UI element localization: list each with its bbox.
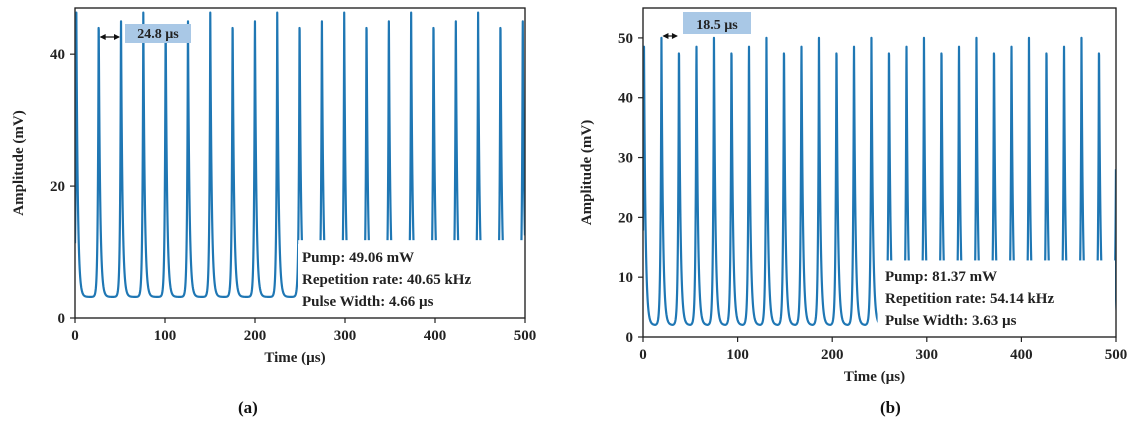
period-label: 18.5 µs — [696, 18, 738, 33]
period-arrowhead-right — [671, 33, 678, 39]
info-box — [298, 244, 524, 312]
info-box-line: Repetition rate: 54.14 kHz — [885, 291, 1054, 307]
x-tick-label: 400 — [424, 328, 447, 344]
x-tick-label: 200 — [244, 328, 267, 344]
y-tick-label: 50 — [618, 31, 633, 47]
panel-label-b: (b) — [880, 398, 901, 417]
y-tick-label: 0 — [58, 311, 66, 327]
y-tick-label: 40 — [50, 47, 65, 63]
period-label-bg — [125, 24, 191, 43]
period-arrowhead-left — [99, 34, 106, 40]
period-arrowhead-right — [113, 34, 120, 40]
x-axis-label: Time (µs) — [844, 369, 905, 385]
info-box-line: Pulse Width: 4.66 µs — [302, 294, 434, 310]
panel-label-a: (a) — [238, 398, 258, 417]
x-tick-label: 100 — [154, 328, 177, 344]
y-axis-label: Amplitude (mV) — [11, 110, 27, 215]
x-axis-label: Time (µs) — [264, 350, 325, 366]
info-box-line: Pulse Width: 3.63 µs — [885, 313, 1017, 329]
y-tick-label: 40 — [618, 91, 633, 107]
chart-panel-a: 0 100 200 300 400 500 0 20 40 Time (µs) Amplitude … — [11, 7, 537, 366]
period-label: 24.8 µs — [137, 27, 179, 42]
x-tick-label: 200 — [821, 347, 844, 363]
plot-frame-outline — [74, 7, 526, 319]
info-box-line: Pump: 81.37 mW — [885, 269, 997, 285]
x-tick-label: 500 — [514, 328, 537, 344]
x-tick-label: 0 — [639, 347, 647, 363]
y-tick-label: 20 — [618, 210, 633, 226]
y-tick-label: 0 — [626, 330, 634, 346]
period-arrowhead-left — [662, 33, 669, 39]
y-tick-label: 20 — [50, 179, 65, 195]
x-tick-label: 100 — [726, 347, 749, 363]
y-axis-label: Amplitude (mV) — [579, 120, 595, 225]
x-tick-label: 300 — [916, 347, 939, 363]
x-tick-label: 300 — [334, 328, 357, 344]
plot-frame-outline — [642, 7, 1117, 338]
y-tick-label: 10 — [618, 270, 633, 286]
info-box-line: Repetition rate: 40.65 kHz — [302, 272, 471, 288]
info-box — [881, 263, 1113, 333]
y-tick-label: 30 — [618, 151, 633, 167]
info-box-line: Pump: 49.06 mW — [302, 250, 414, 266]
chart-panel-b: 0 100 200 300 400 500 0 10 20 30 40 50 Time (µs) Ampl… — [579, 7, 1128, 385]
x-tick-label: 500 — [1105, 347, 1128, 363]
x-tick-label: 0 — [71, 328, 79, 344]
period-label-bg — [683, 12, 751, 34]
x-tick-label: 400 — [1010, 347, 1033, 363]
